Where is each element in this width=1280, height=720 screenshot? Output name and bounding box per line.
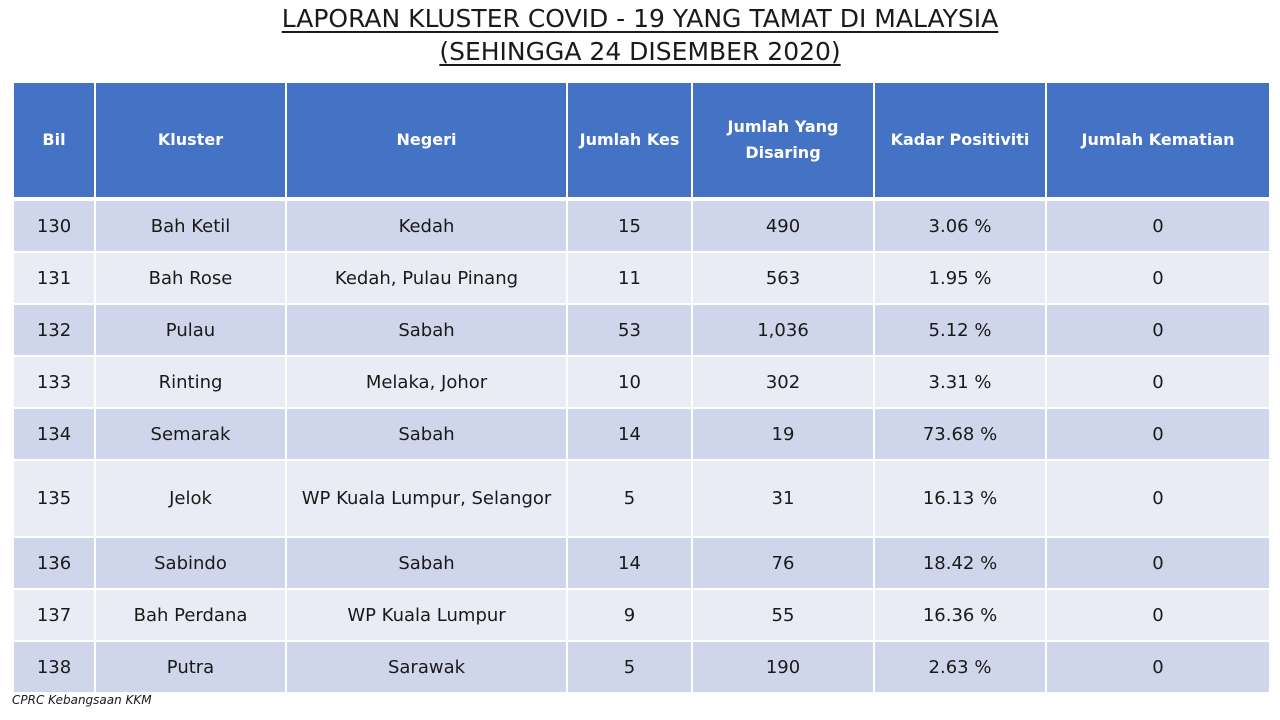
cell-bil: 136 bbox=[14, 538, 96, 590]
cell-kadar-positiviti: 18.42 % bbox=[875, 538, 1047, 590]
cell-kluster: Sabindo bbox=[96, 538, 287, 590]
cell-jumlah-disaring: 490 bbox=[693, 201, 875, 253]
cell-negeri: WP Kuala Lumpur, Selangor bbox=[287, 461, 568, 538]
cell-jumlah-disaring: 31 bbox=[693, 461, 875, 538]
cell-bil: 133 bbox=[14, 357, 96, 409]
cell-bil: 132 bbox=[14, 305, 96, 357]
cell-kadar-positiviti: 16.36 % bbox=[875, 590, 1047, 642]
cell-negeri: Melaka, Johor bbox=[287, 357, 568, 409]
cell-jumlah-disaring: 190 bbox=[693, 642, 875, 694]
cell-jumlah-disaring: 302 bbox=[693, 357, 875, 409]
table-row: 138 Putra Sarawak 5 190 2.63 % 0 bbox=[14, 642, 1269, 694]
cell-bil: 131 bbox=[14, 253, 96, 305]
header-jumlah-disaring: Jumlah Yang Disaring bbox=[693, 83, 875, 201]
cell-kadar-positiviti: 1.95 % bbox=[875, 253, 1047, 305]
table-row: 136 Sabindo Sabah 14 76 18.42 % 0 bbox=[14, 538, 1269, 590]
cell-jumlah-kematian: 0 bbox=[1047, 357, 1269, 409]
cell-kadar-positiviti: 5.12 % bbox=[875, 305, 1047, 357]
cell-jumlah-kes: 15 bbox=[568, 201, 693, 253]
title-line-1: LAPORAN KLUSTER COVID - 19 YANG TAMAT DI… bbox=[281, 4, 999, 33]
cell-jumlah-disaring: 19 bbox=[693, 409, 875, 461]
cell-kluster: Pulau bbox=[96, 305, 287, 357]
table-row: 131 Bah Rose Kedah, Pulau Pinang 11 563 … bbox=[14, 253, 1269, 305]
cell-negeri: Kedah bbox=[287, 201, 568, 253]
cell-jumlah-kes: 14 bbox=[568, 538, 693, 590]
cell-kluster: Bah Ketil bbox=[96, 201, 287, 253]
cell-jumlah-kes: 10 bbox=[568, 357, 693, 409]
cell-jumlah-kes: 5 bbox=[568, 642, 693, 694]
table-row: 135 Jelok WP Kuala Lumpur, Selangor 5 31… bbox=[14, 461, 1269, 538]
cell-kluster: Jelok bbox=[96, 461, 287, 538]
cell-negeri: Sabah bbox=[287, 409, 568, 461]
cell-jumlah-disaring: 1,036 bbox=[693, 305, 875, 357]
header-kadar-positiviti: Kadar Positiviti bbox=[875, 83, 1047, 201]
cell-kluster: Rinting bbox=[96, 357, 287, 409]
header-negeri: Negeri bbox=[287, 83, 568, 201]
cell-bil: 135 bbox=[14, 461, 96, 538]
table-row: 133 Rinting Melaka, Johor 10 302 3.31 % … bbox=[14, 357, 1269, 409]
cell-kluster: Bah Perdana bbox=[96, 590, 287, 642]
table-row: 132 Pulau Sabah 53 1,036 5.12 % 0 bbox=[14, 305, 1269, 357]
cell-negeri: Sabah bbox=[287, 305, 568, 357]
cell-jumlah-kes: 14 bbox=[568, 409, 693, 461]
table-row: 130 Bah Ketil Kedah 15 490 3.06 % 0 bbox=[14, 201, 1269, 253]
cell-bil: 130 bbox=[14, 201, 96, 253]
header-bil: Bil bbox=[14, 83, 96, 201]
cell-jumlah-kematian: 0 bbox=[1047, 461, 1269, 538]
cell-kadar-positiviti: 2.63 % bbox=[875, 642, 1047, 694]
cell-kadar-positiviti: 73.68 % bbox=[875, 409, 1047, 461]
cell-jumlah-disaring: 563 bbox=[693, 253, 875, 305]
cell-jumlah-kematian: 0 bbox=[1047, 305, 1269, 357]
header-kluster: Kluster bbox=[96, 83, 287, 201]
cell-bil: 134 bbox=[14, 409, 96, 461]
cell-negeri: Kedah, Pulau Pinang bbox=[287, 253, 568, 305]
report-title: LAPORAN KLUSTER COVID - 19 YANG TAMAT DI… bbox=[0, 2, 1280, 68]
cell-jumlah-kes: 5 bbox=[568, 461, 693, 538]
cell-bil: 138 bbox=[14, 642, 96, 694]
source-footnote: CPRC Kebangsaan KKM bbox=[12, 693, 152, 707]
cell-jumlah-kematian: 0 bbox=[1047, 642, 1269, 694]
cell-kadar-positiviti: 16.13 % bbox=[875, 461, 1047, 538]
cell-jumlah-kematian: 0 bbox=[1047, 409, 1269, 461]
cell-jumlah-kematian: 0 bbox=[1047, 201, 1269, 253]
cell-kluster: Putra bbox=[96, 642, 287, 694]
cell-jumlah-disaring: 55 bbox=[693, 590, 875, 642]
cell-kluster: Bah Rose bbox=[96, 253, 287, 305]
cell-jumlah-kes: 11 bbox=[568, 253, 693, 305]
header-jumlah-kematian: Jumlah Kematian bbox=[1047, 83, 1269, 201]
cell-kadar-positiviti: 3.31 % bbox=[875, 357, 1047, 409]
cell-jumlah-kes: 9 bbox=[568, 590, 693, 642]
cell-jumlah-kematian: 0 bbox=[1047, 253, 1269, 305]
table-row: 137 Bah Perdana WP Kuala Lumpur 9 55 16.… bbox=[14, 590, 1269, 642]
title-line-2: (SEHINGGA 24 DISEMBER 2020) bbox=[439, 37, 841, 66]
header-row: Bil Kluster Negeri Jumlah Kes Jumlah Yan… bbox=[14, 83, 1269, 201]
cell-jumlah-disaring: 76 bbox=[693, 538, 875, 590]
cell-bil: 137 bbox=[14, 590, 96, 642]
cell-jumlah-kes: 53 bbox=[568, 305, 693, 357]
cell-negeri: WP Kuala Lumpur bbox=[287, 590, 568, 642]
table-row: 134 Semarak Sabah 14 19 73.68 % 0 bbox=[14, 409, 1269, 461]
cell-jumlah-kematian: 0 bbox=[1047, 538, 1269, 590]
cell-kluster: Semarak bbox=[96, 409, 287, 461]
cell-jumlah-kematian: 0 bbox=[1047, 590, 1269, 642]
cluster-table: Bil Kluster Negeri Jumlah Kes Jumlah Yan… bbox=[14, 83, 1269, 694]
cell-negeri: Sarawak bbox=[287, 642, 568, 694]
header-jumlah-kes: Jumlah Kes bbox=[568, 83, 693, 201]
cell-kadar-positiviti: 3.06 % bbox=[875, 201, 1047, 253]
cell-negeri: Sabah bbox=[287, 538, 568, 590]
